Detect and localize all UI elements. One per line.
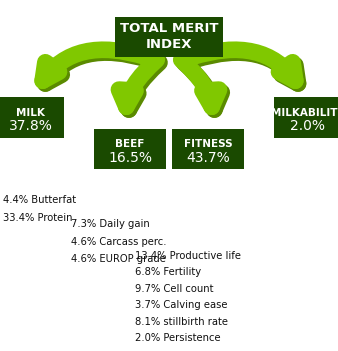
FancyBboxPatch shape (274, 97, 338, 138)
Text: BEEF: BEEF (116, 139, 145, 149)
Text: MILKABILITY: MILKABILITY (271, 108, 338, 118)
FancyBboxPatch shape (171, 129, 244, 170)
Text: 3.7% Calving ease: 3.7% Calving ease (135, 300, 228, 310)
Text: 37.8%: 37.8% (8, 119, 52, 133)
Text: 33.4% Protein: 33.4% Protein (3, 213, 73, 223)
Text: MILK: MILK (16, 108, 45, 118)
Text: 2.0% Persistence: 2.0% Persistence (135, 333, 221, 343)
Text: 13.4% Productive life: 13.4% Productive life (135, 251, 241, 261)
FancyArrowPatch shape (43, 50, 146, 81)
FancyArrowPatch shape (45, 53, 149, 84)
Text: 43.7%: 43.7% (186, 151, 230, 165)
Text: FITNESS: FITNESS (184, 139, 232, 149)
Text: 7.3% Daily gain: 7.3% Daily gain (71, 219, 150, 229)
Text: TOTAL MERIT
INDEX: TOTAL MERIT INDEX (120, 22, 218, 51)
Text: 8.1% stillbirth rate: 8.1% stillbirth rate (135, 317, 228, 327)
Text: 6.8% Fertility: 6.8% Fertility (135, 267, 201, 277)
FancyArrowPatch shape (122, 62, 160, 110)
FancyBboxPatch shape (115, 16, 223, 57)
FancyArrowPatch shape (119, 60, 157, 107)
FancyArrowPatch shape (184, 62, 222, 110)
FancyBboxPatch shape (94, 129, 166, 170)
Text: 2.0%: 2.0% (290, 119, 325, 133)
FancyBboxPatch shape (0, 97, 64, 138)
FancyArrowPatch shape (195, 53, 298, 84)
Text: 4.6% Carcass perc.: 4.6% Carcass perc. (71, 237, 167, 247)
Text: 16.5%: 16.5% (108, 151, 152, 165)
Text: 4.4% Butterfat: 4.4% Butterfat (3, 195, 76, 205)
Text: 4.6% EUROP grade: 4.6% EUROP grade (71, 254, 166, 264)
FancyArrowPatch shape (181, 60, 219, 107)
Text: 9.7% Cell count: 9.7% Cell count (135, 284, 214, 294)
FancyArrowPatch shape (192, 50, 295, 81)
